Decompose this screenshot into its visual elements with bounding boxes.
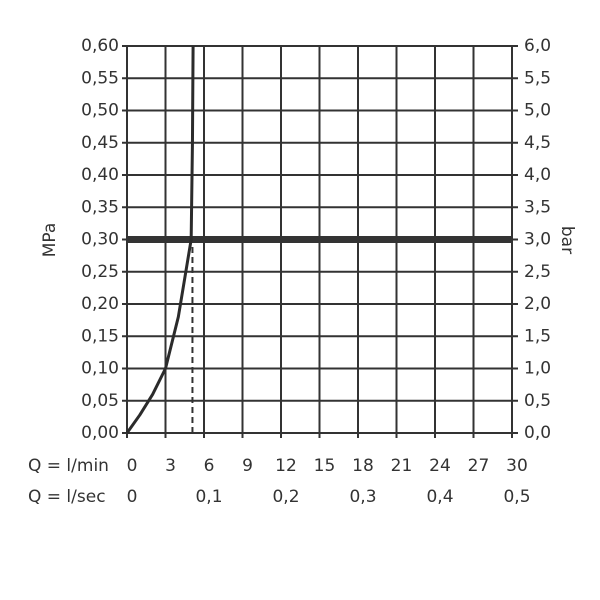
x-tick-label: 24 bbox=[429, 456, 451, 476]
flow-curve bbox=[125, 45, 195, 434]
x-tick-label: 3 bbox=[165, 456, 176, 476]
y2-tick-label: 3,0 bbox=[524, 230, 551, 250]
y-tick-label: 0,40 bbox=[81, 165, 119, 185]
y-tick-label: 0,15 bbox=[81, 326, 119, 346]
x2-tick-label: 0,1 bbox=[195, 487, 222, 507]
y-tick-label: 0,25 bbox=[81, 262, 119, 282]
y-tick-label: 0,00 bbox=[81, 423, 119, 443]
y2-tick-label: 4,0 bbox=[524, 165, 551, 185]
x2-tick-label: 0,5 bbox=[503, 487, 530, 507]
x2-tick-label: 0 bbox=[127, 487, 138, 507]
x-tick-label: 30 bbox=[506, 456, 528, 476]
y-tick-label: 0,20 bbox=[81, 294, 119, 314]
x-tick-label: 0 bbox=[127, 456, 138, 476]
y2-tick-label: 4,5 bbox=[524, 133, 551, 153]
x2-tick-label: 0,2 bbox=[272, 487, 299, 507]
y-tick-label: 0,60 bbox=[81, 36, 119, 56]
y-axis-label: MPa bbox=[40, 223, 60, 258]
x2-axis-label: Q = l/sec bbox=[28, 487, 106, 507]
y2-tick-label: 0,0 bbox=[524, 423, 551, 443]
y2-tick-label: 2,5 bbox=[524, 262, 551, 282]
x-tick-label: 27 bbox=[468, 456, 490, 476]
y2-tick-label: 2,0 bbox=[524, 294, 551, 314]
x2-tick-label: 0,4 bbox=[426, 487, 453, 507]
y2-tick-label: 1,5 bbox=[524, 326, 551, 346]
x-axis-label: Q = l/min bbox=[28, 456, 109, 476]
x-tick-label: 9 bbox=[242, 456, 253, 476]
y2-tick-label: 5,0 bbox=[524, 101, 551, 121]
y-tick-label: 0,30 bbox=[81, 230, 119, 250]
y-tick-label: 0,45 bbox=[81, 133, 119, 153]
y-tick-label: 0,10 bbox=[81, 359, 119, 379]
x-tick-label: 15 bbox=[314, 456, 336, 476]
y2-tick-label: 1,0 bbox=[524, 359, 551, 379]
y-tick-label: 0,50 bbox=[81, 101, 119, 121]
y-tick-label: 0,05 bbox=[81, 391, 119, 411]
x-tick-label: 12 bbox=[275, 456, 297, 476]
y2-axis-label: bar bbox=[557, 226, 577, 254]
y-tick-label: 0,55 bbox=[81, 68, 119, 88]
x2-tick-label: 0,3 bbox=[349, 487, 376, 507]
y2-tick-label: 3,5 bbox=[524, 197, 551, 217]
y-tick-label: 0,35 bbox=[81, 197, 119, 217]
x-tick-label: 21 bbox=[391, 456, 413, 476]
x-tick-label: 6 bbox=[204, 456, 215, 476]
x-tick-label: 18 bbox=[352, 456, 374, 476]
y2-tick-label: 0,5 bbox=[524, 391, 551, 411]
y2-tick-label: 5,5 bbox=[524, 68, 551, 88]
y2-tick-label: 6,0 bbox=[524, 36, 551, 56]
